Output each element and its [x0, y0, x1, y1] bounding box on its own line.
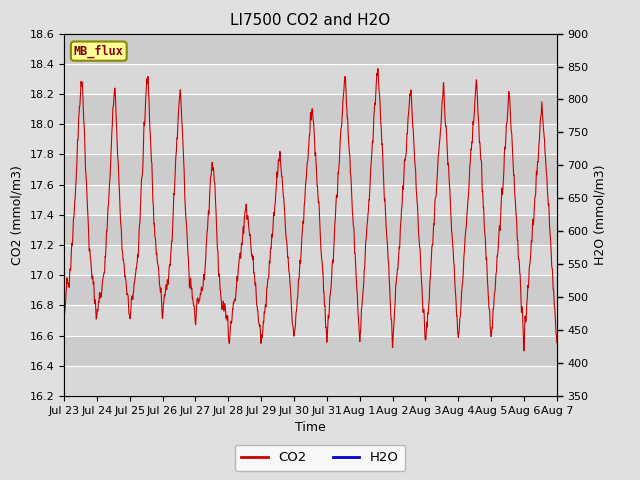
CO2: [543, 188, 551, 194]
Bar: [64, 155, 557, 185]
Bar: [64, 185, 557, 215]
CO2: [374, 66, 381, 72]
Y-axis label: CO2 (mmol/m3): CO2 (mmol/m3): [11, 165, 24, 265]
CO2: [249, 254, 257, 260]
H2O: [553, 109, 561, 115]
CO2: [271, 212, 278, 217]
Bar: [64, 245, 557, 275]
X-axis label: Time: Time: [295, 421, 326, 434]
H2O: [116, 212, 124, 218]
Legend: CO2, H2O: CO2, H2O: [235, 445, 405, 471]
H2O: [250, 151, 257, 157]
Bar: [64, 64, 557, 94]
Bar: [64, 124, 557, 155]
H2O: [132, 368, 140, 374]
CO2: [553, 340, 561, 346]
H2O: [368, 58, 376, 64]
CO2: [520, 348, 527, 354]
Y-axis label: H2O (mmol/m3): H2O (mmol/m3): [594, 165, 607, 265]
Bar: [64, 305, 557, 336]
Bar: [64, 34, 557, 64]
Bar: [64, 215, 557, 245]
CO2: [490, 293, 498, 299]
H2O: [490, 93, 498, 99]
CO2: [146, 116, 154, 122]
H2O: [60, 225, 68, 230]
Line: H2O: H2O: [64, 61, 557, 371]
Bar: [64, 336, 557, 366]
Text: MB_flux: MB_flux: [74, 45, 124, 58]
Title: LI7500 CO2 and H2O: LI7500 CO2 and H2O: [230, 13, 390, 28]
H2O: [271, 96, 278, 101]
Bar: [64, 366, 557, 396]
H2O: [543, 116, 551, 122]
Bar: [64, 275, 557, 305]
Line: CO2: CO2: [64, 69, 557, 351]
Bar: [64, 94, 557, 124]
CO2: [116, 209, 124, 215]
CO2: [60, 318, 68, 324]
H2O: [146, 189, 154, 195]
